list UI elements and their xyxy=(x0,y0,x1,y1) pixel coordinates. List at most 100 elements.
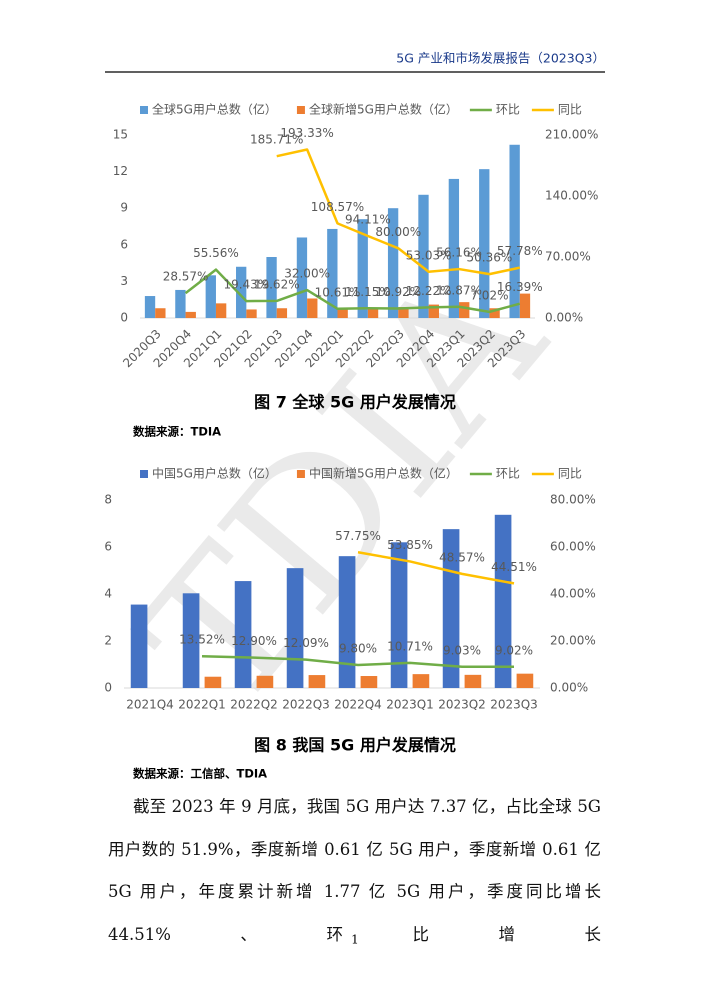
x-tick-label: 2022Q3 xyxy=(282,698,330,712)
data-label: 32.00% xyxy=(284,267,330,281)
body-paragraph: 截至 2023 年 9 月底，我国 5G 用户达 7.37 亿，占比全球 5G … xyxy=(108,797,601,944)
bar xyxy=(130,604,148,688)
data-label: 7.02% xyxy=(470,288,508,302)
bar xyxy=(327,228,338,318)
y2-tick-label: 20.00% xyxy=(550,634,596,648)
bar xyxy=(459,302,470,318)
y2-tick-label: 140.00% xyxy=(545,189,598,203)
bar xyxy=(266,257,277,318)
data-label: 9.03% xyxy=(443,643,481,657)
bar xyxy=(428,304,439,318)
y-tick-label: 6 xyxy=(104,540,112,554)
bar xyxy=(215,303,227,318)
bar xyxy=(387,208,399,318)
line-series xyxy=(184,268,521,314)
bar xyxy=(398,307,409,318)
y2-tick-label: 40.00% xyxy=(550,587,596,601)
page-number: 1 xyxy=(351,933,359,947)
x-tick-label: 2021Q4 xyxy=(126,698,174,712)
bar xyxy=(155,308,166,318)
bar xyxy=(448,178,460,318)
data-label: 10.61% xyxy=(315,285,361,299)
data-label: 12.90% xyxy=(231,634,277,648)
bar xyxy=(234,581,252,688)
data-label: 19.43% xyxy=(223,278,269,292)
bar xyxy=(182,593,200,688)
figure-source: 数据来源：TDIA xyxy=(133,425,221,439)
data-label: 9.02% xyxy=(495,643,533,657)
bar xyxy=(286,568,304,688)
y-tick-label: 0 xyxy=(104,681,112,695)
x-tick-label: 2023Q2 xyxy=(438,698,486,712)
data-label: 11.15% xyxy=(345,285,391,299)
y-tick-label: 12 xyxy=(113,164,128,178)
y-tick-label: 8 xyxy=(104,493,112,507)
bar xyxy=(360,676,378,688)
y2-tick-label: 60.00% xyxy=(550,540,596,554)
bar xyxy=(307,298,318,318)
bar xyxy=(479,169,490,318)
y2-tick-label: 0.00% xyxy=(550,681,588,695)
bar xyxy=(412,674,430,688)
y-tick-label: 3 xyxy=(120,274,128,288)
y-tick-label: 6 xyxy=(120,237,128,251)
line-series xyxy=(357,551,515,585)
data-label: 16.39% xyxy=(497,280,543,294)
line-series xyxy=(201,654,515,669)
line-series xyxy=(276,148,521,276)
data-label: 193.33% xyxy=(280,126,333,140)
bar xyxy=(308,675,326,688)
bar xyxy=(442,529,460,688)
legend-label: 同比 xyxy=(558,467,582,481)
bar xyxy=(175,289,186,318)
bar xyxy=(494,514,512,688)
x-tick-label: 2022Q1 xyxy=(178,698,226,712)
y2-tick-label: 210.00% xyxy=(545,128,598,142)
legend-swatch xyxy=(140,106,148,114)
bar xyxy=(519,293,531,318)
y-tick-label: 4 xyxy=(104,587,112,601)
bar xyxy=(357,219,368,318)
bar xyxy=(390,542,408,688)
data-label: 44.51% xyxy=(491,560,537,574)
data-label: 57.78% xyxy=(497,244,543,258)
data-label: 13.52% xyxy=(179,633,225,647)
legend-label: 同比 xyxy=(558,103,582,117)
y-tick-label: 15 xyxy=(113,128,128,142)
y-tick-label: 0 xyxy=(120,311,128,325)
x-tick-label: 2023Q3 xyxy=(490,698,538,712)
bar xyxy=(509,144,520,318)
data-label: 12.87% xyxy=(436,283,482,297)
figure-caption: 图 8 我国 5G 用户发展情况 xyxy=(254,736,456,755)
legend-label: 环比 xyxy=(496,467,520,481)
legend-label: 中国新增5G用户总数（亿） xyxy=(309,466,458,481)
legend-label: 全球5G用户总数（亿） xyxy=(152,102,277,117)
x-tick-label: 2023Q1 xyxy=(386,698,434,712)
legend-swatch xyxy=(296,470,305,478)
x-tick-label: 2022Q2 xyxy=(230,698,278,712)
bar xyxy=(418,194,429,318)
data-label: 185.71% xyxy=(250,133,303,147)
bar xyxy=(144,296,156,318)
data-label: 50.36% xyxy=(467,251,513,265)
data-label: 55.56% xyxy=(193,246,239,260)
data-label: 12.22% xyxy=(406,284,452,298)
bar xyxy=(337,309,348,318)
data-label: 108.57% xyxy=(311,200,364,214)
data-label: 80.00% xyxy=(375,225,421,239)
data-label: 10.71% xyxy=(387,639,433,653)
data-label: 10.92% xyxy=(375,285,421,299)
bar xyxy=(256,675,274,688)
data-label: 53.85% xyxy=(387,538,433,552)
bar xyxy=(367,308,379,318)
bar xyxy=(276,308,288,318)
data-label: 94.11% xyxy=(345,212,391,226)
bar xyxy=(296,237,308,318)
data-label: 28.57% xyxy=(163,270,209,284)
data-label: 19.62% xyxy=(254,277,300,291)
header-title: 5G 产业和市场发展报告（2023Q3） xyxy=(396,51,605,66)
y2-tick-label: 0.00% xyxy=(545,311,583,325)
y-tick-label: 9 xyxy=(120,201,128,215)
figure-source: 数据来源：工信部、TDIA xyxy=(133,767,267,781)
